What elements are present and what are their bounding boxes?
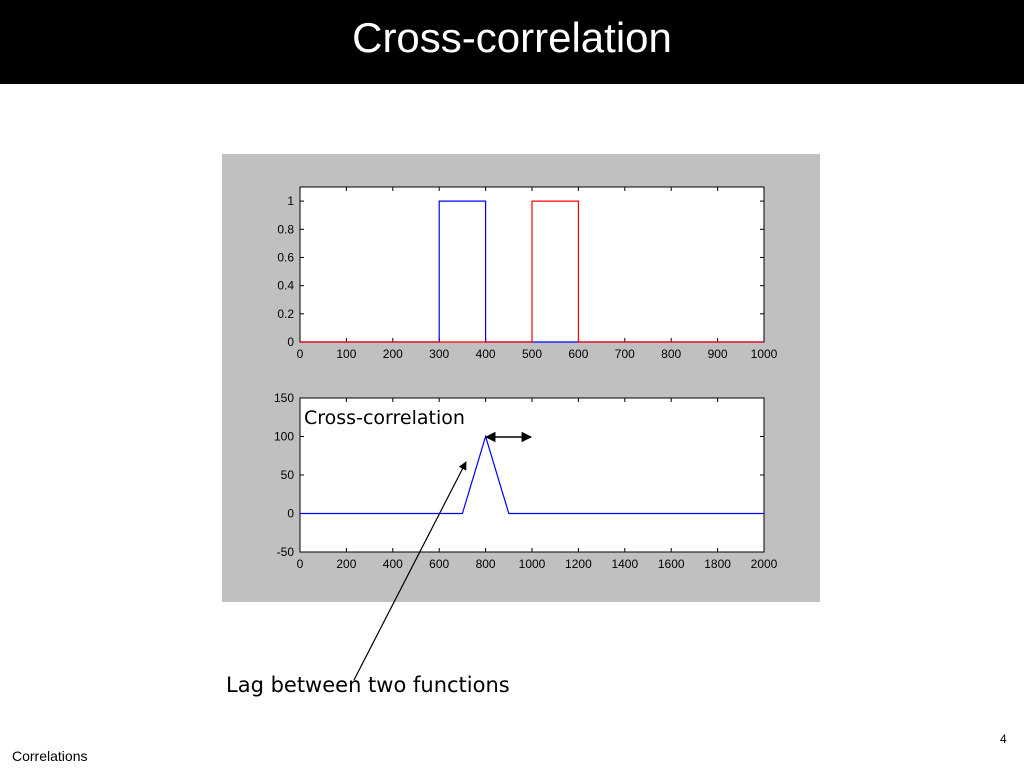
x-tick-label: 1800: [704, 557, 731, 571]
x-tick-label: 100: [336, 347, 356, 361]
x-tick-label: 800: [476, 557, 496, 571]
y-tick-label: 50: [281, 468, 295, 482]
x-tick-label: 1400: [611, 557, 638, 571]
x-tick-label: 700: [615, 347, 635, 361]
lag-label-annotation: Lag between two functions: [226, 673, 510, 697]
x-tick-label: 200: [383, 347, 403, 361]
lag-pointer-arrow: [353, 461, 467, 681]
x-tick-label: 1000: [519, 557, 546, 571]
plot-area: [299, 397, 765, 553]
x-tick-label: 600: [568, 347, 588, 361]
y-tick-label: 0: [287, 335, 294, 349]
y-tick-label: 0.8: [277, 222, 294, 236]
x-tick-label: 1000: [751, 347, 778, 361]
x-tick-label: 800: [661, 347, 681, 361]
x-tick-label: 200: [336, 557, 356, 571]
y-tick-label: 100: [274, 430, 294, 444]
x-tick-label: 0: [297, 347, 304, 361]
x-tick-label: 0: [297, 557, 304, 571]
x-tick-label: 1600: [658, 557, 685, 571]
y-tick-label: 0: [287, 507, 294, 521]
x-tick-label: 500: [522, 347, 542, 361]
x-tick-label: 300: [429, 347, 449, 361]
page-number: 4: [1000, 732, 1007, 746]
x-tick-label: 1200: [565, 557, 592, 571]
y-tick-label: 0.6: [277, 250, 294, 264]
y-tick-label: 1: [287, 194, 294, 208]
x-tick-label: 400: [476, 347, 496, 361]
title-bar: Cross-correlation: [0, 0, 1024, 84]
y-tick-label: 0.2: [277, 307, 294, 321]
series-line: [300, 200, 764, 343]
cross-correlation-plot: 0 200 400 600 800 1000 1200 1400 1600 1800 2000-50…: [274, 391, 778, 571]
x-tick-label: 600: [429, 557, 449, 571]
plot-label-annotation: Cross-correlation: [304, 407, 465, 429]
y-tick-label: 150: [274, 391, 294, 405]
y-tick-label: 0.4: [277, 279, 294, 293]
x-tick-label: 400: [383, 557, 403, 571]
x-tick-label: 2000: [751, 557, 778, 571]
signals-plot: 0 100 200 300 400 500 600 700 800 900 1000 0 0.2 0.4 0…: [277, 186, 778, 361]
slide-title: Cross-correlation: [352, 14, 672, 61]
x-tick-label: 900: [708, 347, 728, 361]
y-tick-label: -50: [277, 545, 295, 559]
footer-label: Correlations: [12, 748, 88, 764]
